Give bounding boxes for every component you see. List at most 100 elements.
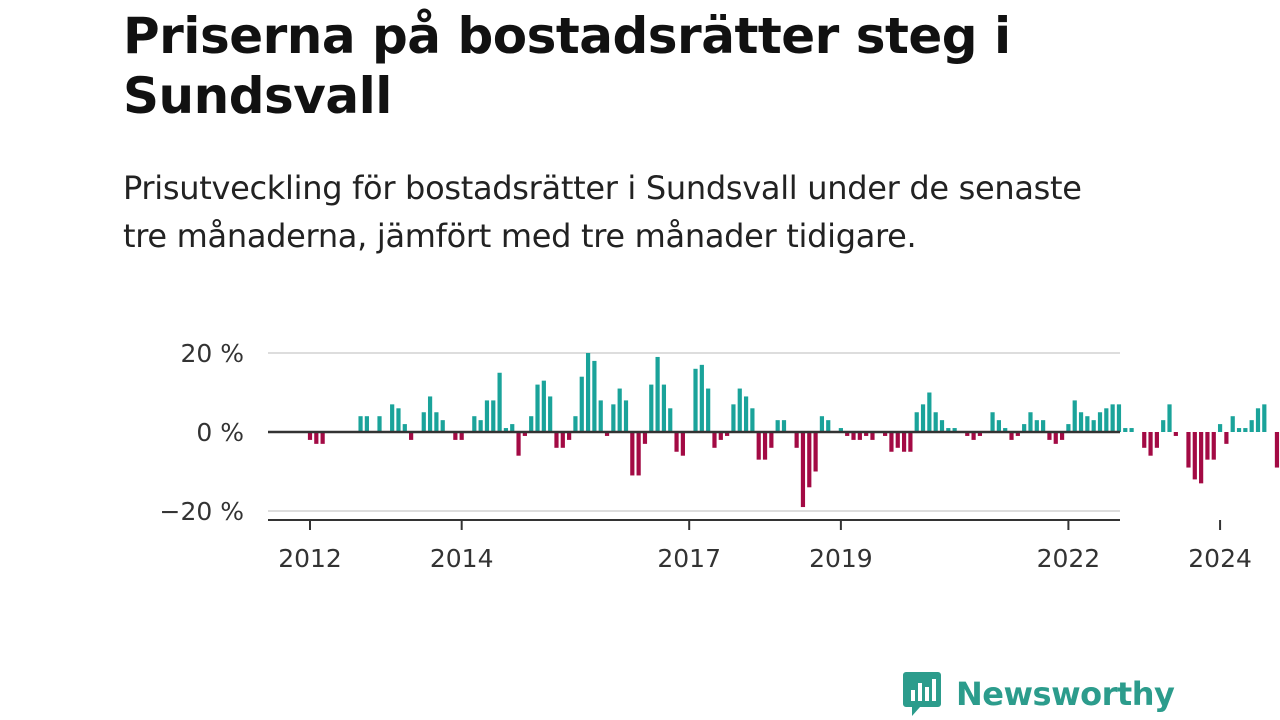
bar — [1072, 400, 1077, 432]
bar — [718, 432, 723, 440]
bar — [1262, 404, 1267, 432]
bar — [1274, 432, 1280, 468]
bar — [623, 400, 629, 432]
bar — [320, 432, 325, 444]
bar — [1236, 428, 1242, 432]
bar — [946, 428, 951, 432]
y-tick-label: 20 % — [180, 339, 244, 368]
bar-chart-speech-bubble-icon — [903, 672, 941, 716]
bar — [592, 360, 597, 432]
bar — [409, 432, 414, 440]
bar — [769, 432, 774, 448]
bar — [497, 372, 502, 432]
bar — [1167, 404, 1172, 432]
bar — [996, 420, 1001, 432]
bar — [883, 432, 888, 436]
bar — [661, 384, 667, 432]
bar — [725, 432, 730, 436]
x-axis-ticks: 2012 2014 2017 2019 2022 2024 — [278, 520, 1252, 573]
bar — [933, 412, 938, 432]
newsworthy-brand: Newsworthy — [902, 668, 1175, 720]
bar — [364, 416, 369, 432]
bar — [762, 432, 768, 460]
x-tick-label: 2017 — [657, 544, 721, 573]
bar — [965, 432, 970, 436]
bar — [1104, 408, 1109, 432]
bar — [775, 420, 780, 432]
bar — [459, 432, 464, 440]
y-tick-label: −20 % — [160, 497, 244, 526]
bar — [522, 432, 527, 436]
bar — [1091, 420, 1096, 432]
bar — [491, 400, 496, 432]
bar — [1148, 432, 1153, 456]
bar — [1059, 432, 1065, 440]
bar — [857, 432, 862, 440]
bar — [1186, 432, 1191, 468]
x-tick-label: 2012 — [278, 544, 342, 573]
bar — [567, 432, 572, 440]
bar — [908, 432, 913, 452]
bar — [971, 432, 976, 440]
x-tick-label: 2014 — [430, 544, 494, 573]
bar — [598, 400, 603, 432]
bar — [1161, 420, 1166, 432]
bar — [585, 353, 591, 432]
bar — [920, 404, 926, 432]
bar — [1116, 404, 1122, 432]
bar — [579, 376, 584, 432]
bar — [1230, 416, 1235, 432]
bar — [952, 428, 957, 432]
bar — [1085, 416, 1090, 432]
bar — [314, 432, 319, 444]
bar — [1142, 432, 1147, 448]
bar — [510, 424, 515, 432]
bar — [1249, 420, 1254, 432]
bar — [699, 364, 704, 432]
bar — [914, 412, 919, 432]
chart-subtitle: Prisutveckling för bostadsrätter i Sunds… — [123, 169, 1082, 255]
bar — [1110, 404, 1115, 432]
bar — [390, 404, 395, 432]
bar — [807, 432, 812, 488]
bar — [693, 368, 698, 432]
bar — [838, 428, 843, 432]
bar — [529, 416, 534, 432]
bar — [1199, 432, 1204, 484]
bar — [1192, 432, 1197, 480]
bar — [1211, 432, 1216, 460]
bar — [630, 432, 635, 476]
bar — [611, 404, 616, 432]
bar — [358, 416, 363, 432]
x-axis — [268, 430, 1120, 521]
bars — [307, 353, 1280, 508]
bar — [427, 396, 433, 432]
bar — [800, 432, 806, 508]
bar — [1097, 412, 1103, 432]
bar — [503, 428, 509, 432]
bar — [396, 408, 401, 432]
bar — [573, 416, 578, 432]
bar — [737, 388, 742, 432]
bar — [478, 420, 483, 432]
bar — [541, 380, 546, 432]
bar — [680, 432, 685, 456]
bar — [731, 404, 736, 432]
bar — [901, 432, 907, 452]
bar — [1003, 428, 1008, 432]
bar — [604, 432, 610, 436]
bar — [895, 432, 900, 448]
bar — [756, 432, 761, 460]
bar — [1173, 432, 1178, 436]
bar — [642, 432, 648, 444]
gridlines — [268, 352, 1120, 512]
bar — [1224, 432, 1229, 444]
bar — [1034, 420, 1039, 432]
bar — [927, 392, 932, 432]
bar — [889, 432, 894, 452]
bar — [560, 432, 565, 448]
bar — [712, 432, 717, 448]
bar — [434, 412, 439, 432]
bar — [674, 432, 679, 452]
bar — [1009, 432, 1014, 440]
